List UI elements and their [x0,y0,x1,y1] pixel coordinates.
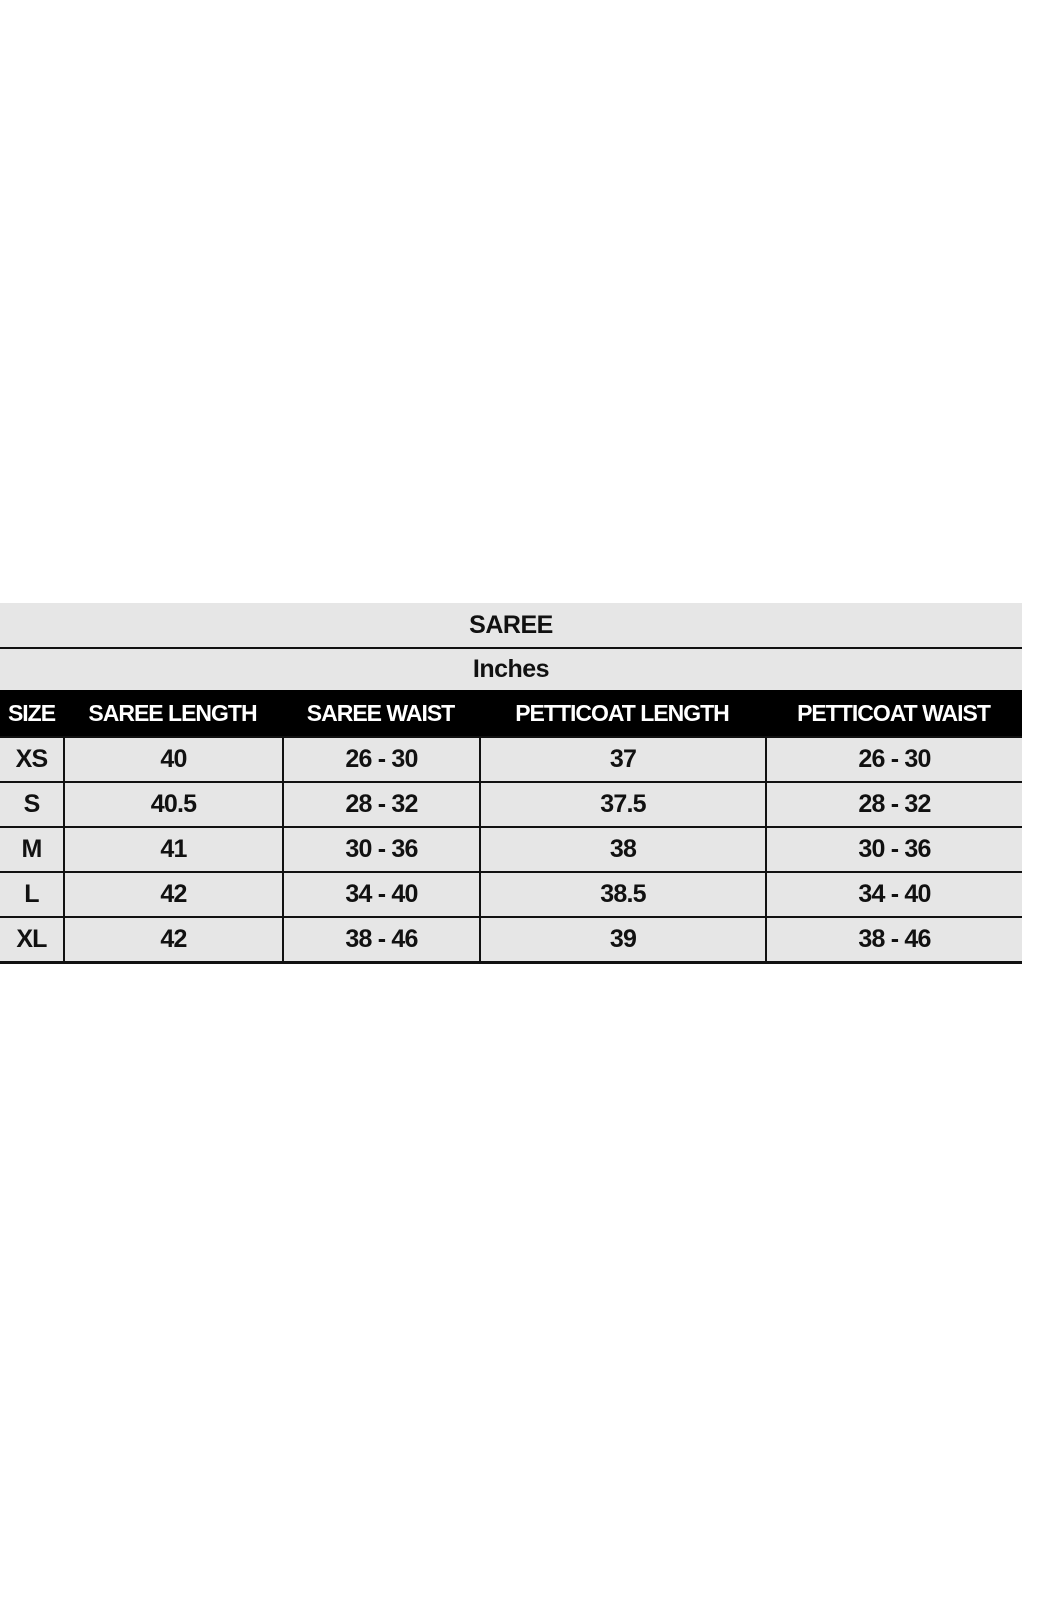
cell-size: M [21,835,42,863]
cell-petticoat-waist: 26 - 30 [765,738,1022,781]
column-header-size: SIZE [7,699,56,726]
table-row: XS 40 26 - 30 37 26 - 30 [0,736,1022,781]
cell-saree-waist: 28 - 32 [282,783,479,826]
table-row: L 42 34 - 40 38.5 34 - 40 [0,871,1022,916]
table-row: M 41 30 - 36 38 30 - 36 [0,826,1022,871]
cell-saree-length: 40 [63,738,282,781]
cell-size: XL [16,925,47,953]
size-chart-table: SAREE Inches SIZE SAREE LENGTH SAREE WAI… [0,603,1022,964]
cell-saree-waist: 38 - 46 [282,918,479,961]
cell-size: XS [15,745,49,773]
column-header-petticoat-length: PETTICOAT LENGTH [515,699,730,726]
cell-saree-length: 42 [63,873,282,916]
table-row: XL 42 38 - 46 39 38 - 46 [0,916,1022,961]
cell-petticoat-waist: 30 - 36 [765,828,1022,871]
cell-petticoat-length: 37.5 [479,783,765,826]
table-title: SAREE [0,603,1022,647]
header-row: SIZE SAREE LENGTH SAREE WAIST PETTICOAT … [0,690,1022,736]
cell-saree-waist: 30 - 36 [282,828,479,871]
cell-size: S [23,790,41,818]
cell-petticoat-length: 39 [479,918,765,961]
cell-petticoat-length: 38 [479,828,765,871]
cell-size: L [24,880,39,908]
cell-saree-length: 40.5 [63,783,282,826]
divider [0,647,1022,649]
column-header-petticoat-waist: PETTICOAT WAIST [797,699,991,726]
cell-petticoat-length: 38.5 [479,873,765,916]
cell-saree-length: 42 [63,918,282,961]
table-bottom-border [0,961,1022,964]
table-row: S 40.5 28 - 32 37.5 28 - 32 [0,781,1022,826]
column-header-saree-waist: SAREE WAIST [306,699,455,726]
cell-petticoat-waist: 34 - 40 [765,873,1022,916]
unit-label: Inches [0,649,1022,690]
cell-petticoat-waist: 38 - 46 [765,918,1022,961]
cell-saree-waist: 26 - 30 [282,738,479,781]
cell-saree-waist: 34 - 40 [282,873,479,916]
cell-petticoat-waist: 28 - 32 [765,783,1022,826]
table-body: XS 40 26 - 30 37 26 - 30 S 40.5 28 - 32 37.5 28 -… [0,736,1022,961]
cell-petticoat-length: 37 [479,738,765,781]
column-header-saree-length: SAREE LENGTH [88,699,257,726]
cell-saree-length: 41 [63,828,282,871]
